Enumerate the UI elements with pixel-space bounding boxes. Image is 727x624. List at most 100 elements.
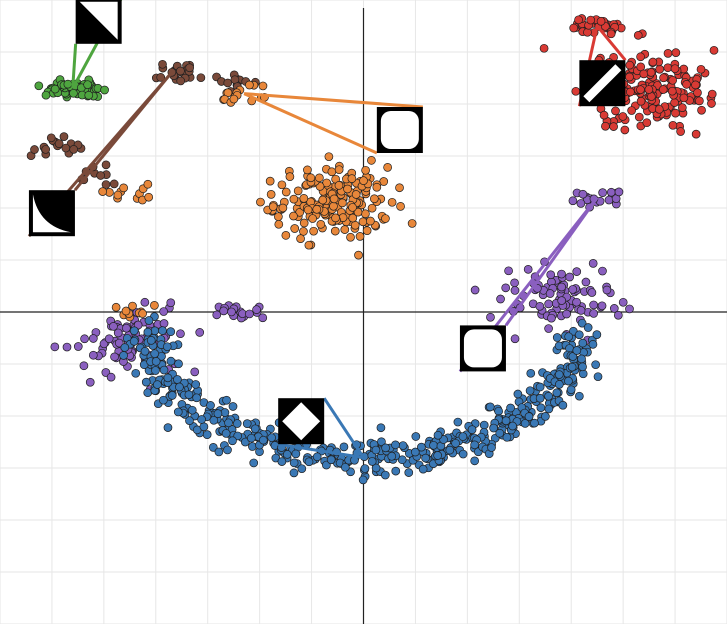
data-point bbox=[568, 196, 578, 206]
data-point bbox=[162, 342, 172, 352]
data-point bbox=[340, 225, 350, 234]
white-rounded-square-icon bbox=[376, 107, 423, 153]
data-point bbox=[41, 145, 51, 154]
data-point bbox=[176, 329, 185, 339]
data-point bbox=[429, 440, 438, 450]
data-point bbox=[588, 259, 598, 268]
data-point bbox=[289, 211, 298, 221]
data-point bbox=[119, 183, 128, 193]
data-point bbox=[361, 165, 370, 175]
data-point bbox=[150, 326, 160, 336]
data-point bbox=[258, 81, 268, 91]
white-rounded-square-icon bbox=[459, 325, 506, 372]
data-point bbox=[367, 457, 377, 466]
data-point bbox=[418, 464, 428, 474]
data-point bbox=[315, 173, 324, 183]
thumbnail-pointer-line bbox=[596, 25, 627, 62]
data-point bbox=[143, 327, 153, 337]
data-point bbox=[470, 285, 480, 295]
data-point bbox=[159, 319, 169, 328]
data-point bbox=[467, 425, 477, 434]
data-point bbox=[50, 342, 60, 352]
data-point bbox=[248, 442, 257, 451]
data-point bbox=[552, 333, 562, 342]
data-point bbox=[327, 167, 337, 177]
data-point bbox=[267, 433, 276, 443]
data-point bbox=[470, 440, 479, 450]
data-point bbox=[293, 186, 303, 196]
data-point bbox=[578, 338, 588, 348]
data-point bbox=[316, 219, 326, 229]
data-point bbox=[184, 390, 194, 400]
data-point bbox=[642, 118, 652, 128]
data-point bbox=[620, 125, 630, 135]
data-point bbox=[578, 189, 588, 199]
data-point bbox=[303, 165, 312, 175]
data-point bbox=[322, 178, 331, 188]
data-point bbox=[306, 173, 316, 183]
data-point bbox=[54, 139, 64, 149]
data-point bbox=[574, 15, 583, 25]
data-point bbox=[495, 428, 505, 438]
data-points bbox=[26, 14, 719, 485]
data-point bbox=[558, 400, 568, 410]
data-point bbox=[697, 105, 706, 115]
data-point bbox=[228, 402, 238, 411]
data-point bbox=[246, 433, 256, 443]
data-point bbox=[663, 63, 673, 73]
thumbnail-shape bbox=[79, 1, 118, 40]
data-point bbox=[458, 432, 468, 441]
data-point bbox=[421, 453, 430, 463]
data-point bbox=[496, 294, 505, 304]
data-point bbox=[380, 470, 390, 480]
data-point bbox=[524, 412, 534, 421]
data-point bbox=[391, 440, 400, 450]
data-point bbox=[351, 190, 361, 199]
data-point bbox=[707, 99, 716, 108]
data-point bbox=[659, 73, 668, 83]
data-point bbox=[150, 301, 159, 310]
data-point bbox=[411, 432, 421, 441]
white-diamond-icon bbox=[278, 398, 325, 445]
data-point bbox=[144, 192, 154, 202]
data-point bbox=[312, 452, 322, 462]
data-point bbox=[98, 187, 107, 196]
data-point bbox=[451, 438, 460, 448]
data-point bbox=[564, 332, 574, 342]
data-point bbox=[398, 441, 408, 450]
data-point bbox=[111, 302, 121, 312]
data-point bbox=[489, 423, 498, 433]
data-point bbox=[265, 176, 275, 186]
data-point bbox=[372, 182, 382, 192]
data-point bbox=[158, 326, 167, 335]
data-point bbox=[347, 174, 357, 184]
data-point bbox=[163, 423, 173, 432]
data-point bbox=[520, 419, 530, 428]
data-point bbox=[596, 16, 606, 26]
data-point bbox=[358, 217, 368, 227]
data-point bbox=[510, 278, 519, 288]
data-point bbox=[50, 84, 60, 94]
data-point bbox=[303, 205, 313, 215]
data-point bbox=[535, 382, 545, 392]
data-point bbox=[144, 316, 154, 325]
data-point bbox=[330, 226, 340, 236]
data-point bbox=[577, 354, 586, 364]
data-point bbox=[299, 227, 308, 236]
data-point bbox=[100, 85, 109, 95]
data-point bbox=[113, 328, 123, 338]
data-point bbox=[587, 288, 597, 297]
data-point bbox=[586, 15, 596, 25]
data-point bbox=[417, 442, 426, 452]
data-point bbox=[185, 416, 194, 426]
thumbnail-pointer-line bbox=[243, 92, 378, 155]
data-point bbox=[677, 103, 687, 112]
data-point bbox=[151, 357, 161, 366]
data-point bbox=[602, 285, 612, 295]
data-point bbox=[173, 407, 183, 417]
data-point bbox=[192, 393, 202, 403]
data-point bbox=[568, 285, 578, 294]
data-point bbox=[41, 90, 51, 100]
data-point bbox=[88, 334, 98, 343]
